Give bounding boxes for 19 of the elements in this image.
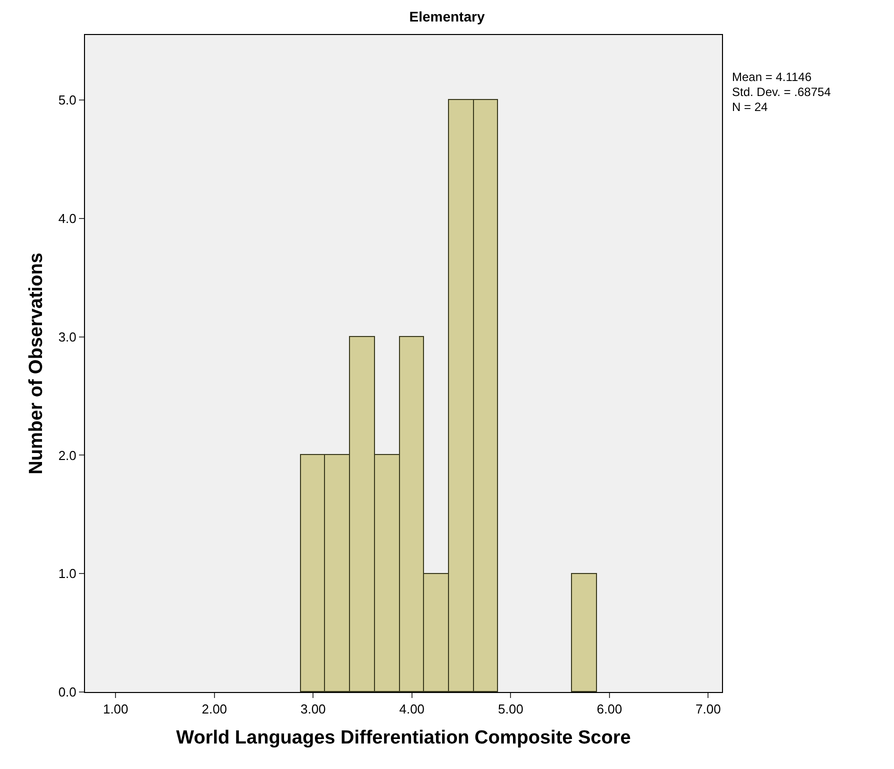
y-axis-title: Number of Observations — [26, 252, 48, 474]
chart-title: Elementary — [409, 8, 485, 24]
x-tick-label: 1.00 — [102, 702, 128, 717]
text: Mean = 4.1146 — [732, 70, 812, 84]
x-axis-title: World Languages Differentiation Composite Score — [176, 727, 631, 748]
x-tick-label: 7.00 — [696, 702, 721, 717]
text: N = 24 — [732, 100, 768, 114]
x-tick-label: 2.00 — [202, 702, 228, 717]
y-tick-label: 5.0 — [58, 92, 76, 108]
y-tick-label: 2.0 — [58, 448, 76, 463]
y-tick-label: 1.0 — [58, 566, 76, 582]
y-tick-label: 3.0 — [58, 329, 76, 344]
x-tick-label: 6.00 — [596, 702, 622, 717]
x-tick-label: 4.00 — [399, 702, 425, 717]
x-tick-label: 3.00 — [300, 702, 326, 717]
y-tick-label: 4.0 — [58, 211, 76, 226]
text: Std. Dev. = .68754 — [732, 85, 832, 99]
y-tick-label: 0.0 — [58, 684, 76, 700]
x-tick-label: 5.00 — [498, 702, 524, 717]
